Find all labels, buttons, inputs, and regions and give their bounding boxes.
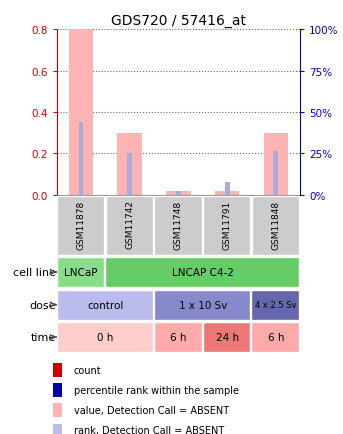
- Text: GSM11748: GSM11748: [174, 200, 183, 249]
- Bar: [154, 197, 202, 256]
- Bar: [264, 134, 288, 195]
- Bar: [215, 191, 239, 195]
- Text: count: count: [74, 365, 102, 375]
- Text: GSM11848: GSM11848: [271, 200, 280, 249]
- Bar: [176, 191, 181, 195]
- Bar: [57, 257, 104, 287]
- Text: GSM11742: GSM11742: [125, 200, 134, 249]
- Bar: [251, 322, 299, 352]
- Text: rank, Detection Call = ABSENT: rank, Detection Call = ABSENT: [74, 425, 224, 434]
- Text: cell line: cell line: [13, 267, 56, 277]
- Text: GSM11878: GSM11878: [76, 200, 85, 249]
- Text: time: time: [31, 332, 56, 342]
- Bar: [57, 322, 153, 352]
- Title: GDS720 / 57416_at: GDS720 / 57416_at: [111, 14, 246, 28]
- Text: percentile rank within the sample: percentile rank within the sample: [74, 385, 239, 395]
- Text: 4 x 2.5 Sv: 4 x 2.5 Sv: [255, 300, 296, 309]
- Text: 0 h: 0 h: [97, 332, 114, 342]
- Text: control: control: [87, 300, 123, 310]
- Text: dose: dose: [29, 300, 56, 310]
- Bar: [57, 197, 104, 256]
- Text: 6 h: 6 h: [170, 332, 187, 342]
- Bar: [117, 134, 142, 195]
- Text: 6 h: 6 h: [268, 332, 284, 342]
- Bar: [166, 191, 191, 195]
- Bar: [79, 123, 83, 195]
- Bar: [251, 290, 299, 320]
- Bar: [69, 30, 93, 195]
- Bar: [252, 197, 299, 256]
- Text: LNCaP: LNCaP: [64, 267, 98, 277]
- Bar: [154, 290, 250, 320]
- Bar: [106, 197, 153, 256]
- Bar: [127, 154, 132, 195]
- Bar: [203, 197, 250, 256]
- Text: GSM11791: GSM11791: [223, 200, 232, 249]
- Bar: [57, 290, 153, 320]
- Bar: [273, 152, 278, 195]
- Bar: [203, 322, 250, 352]
- Text: LNCAP C4-2: LNCAP C4-2: [172, 267, 234, 277]
- Text: 24 h: 24 h: [215, 332, 239, 342]
- Text: 1 x 10 Sv: 1 x 10 Sv: [178, 300, 227, 310]
- Bar: [154, 322, 202, 352]
- Text: value, Detection Call = ABSENT: value, Detection Call = ABSENT: [74, 405, 229, 415]
- Bar: [105, 257, 299, 287]
- Bar: [225, 183, 229, 195]
